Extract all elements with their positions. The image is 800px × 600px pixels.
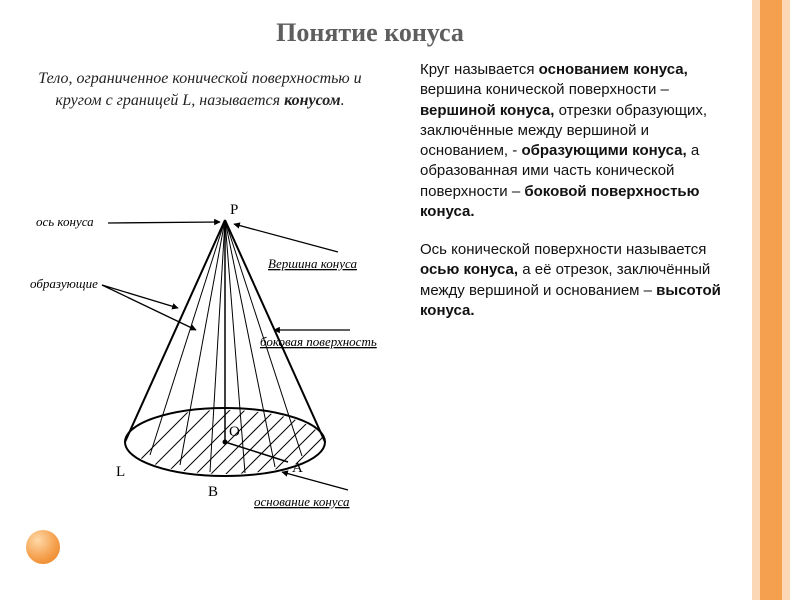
label-lateral: боковая поверхность (260, 334, 377, 349)
label-P: P (230, 202, 238, 218)
label-generators: образующие (30, 276, 98, 291)
paragraph-axis: Ось конической поверхности называется ос… (420, 240, 730, 321)
page-title: Понятие конуса (0, 18, 740, 48)
cone-diagram: P O A B L ось конуса образующие Вершина … (30, 190, 390, 520)
label-base: основание конуса (254, 494, 350, 509)
label-B: B (208, 484, 218, 500)
label-O: O (229, 424, 240, 440)
label-apex: Вершина конуса (268, 256, 357, 271)
label-L: L (116, 464, 125, 480)
cone-definition: Тело, ограниченное конической поверхност… (30, 68, 370, 111)
paragraph-terms: Круг называется основанием конуса, верши… (420, 60, 730, 222)
right-column: Круг называется основанием конуса, верши… (420, 60, 730, 339)
label-A: A (292, 460, 303, 476)
decor-stripe-inner (760, 0, 782, 600)
label-axis: ось конуса (36, 214, 94, 229)
decor-sphere-icon (26, 530, 60, 564)
left-column: Тело, ограниченное конической поверхност… (30, 68, 370, 111)
